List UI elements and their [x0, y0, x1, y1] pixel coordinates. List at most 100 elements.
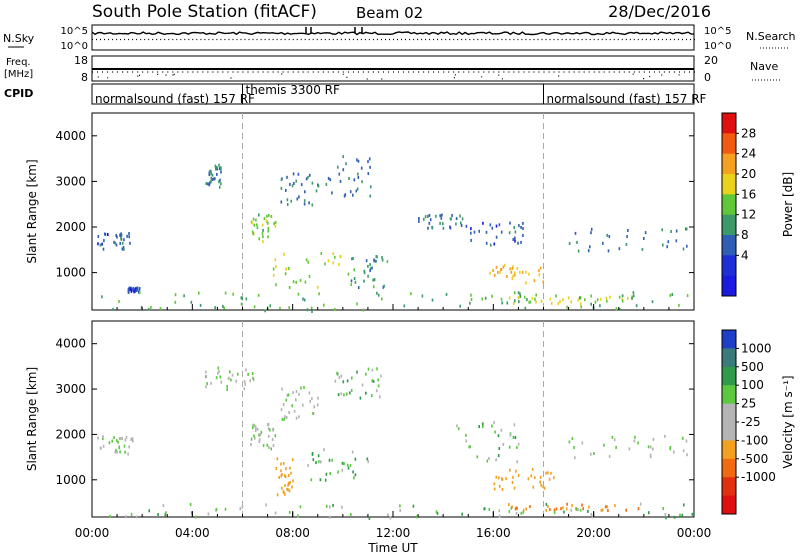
- data-point: [298, 392, 300, 396]
- data-point: [285, 416, 288, 419]
- data-point: [526, 298, 528, 302]
- sky-noise-line: [91, 31, 695, 36]
- data-point: [308, 391, 311, 395]
- data-point: [517, 296, 520, 300]
- data-point: [377, 378, 379, 382]
- data-point: [686, 294, 689, 298]
- data-point: [347, 272, 350, 276]
- data-point: [567, 296, 570, 300]
- data-point: [545, 502, 548, 506]
- data-point: [138, 290, 140, 294]
- data-point: [323, 303, 325, 307]
- data-point: [522, 221, 524, 225]
- data-point: [295, 398, 297, 402]
- data-point: [514, 291, 516, 295]
- data-point: [288, 411, 290, 414]
- data-point: [559, 300, 561, 304]
- data-point: [516, 506, 518, 510]
- data-point: [685, 227, 687, 231]
- data-point: [376, 255, 378, 259]
- data-point: [293, 409, 296, 413]
- data-point: [218, 185, 221, 189]
- data-point: [150, 305, 152, 309]
- data-point: [648, 511, 650, 515]
- data-point: [189, 503, 192, 506]
- data-point: [421, 294, 424, 298]
- data-point: [309, 173, 311, 177]
- data-point: [626, 235, 628, 239]
- data-point: [97, 235, 100, 238]
- data-point: [512, 274, 514, 278]
- noise-right-label: N.Search: [746, 30, 796, 43]
- data-point: [261, 232, 264, 235]
- data-point: [268, 214, 270, 217]
- data-point: [460, 221, 462, 225]
- data-point: [632, 291, 635, 295]
- data-point: [633, 439, 636, 443]
- data-point: [644, 231, 647, 235]
- data-point: [214, 306, 216, 310]
- data-point: [671, 293, 674, 296]
- data-point: [470, 227, 472, 231]
- data-point: [530, 474, 532, 478]
- data-point: [343, 462, 345, 466]
- colorbar-tick-label: -500: [741, 452, 768, 466]
- data-point: [376, 291, 378, 295]
- data-point: [349, 464, 352, 467]
- data-point: [500, 428, 503, 432]
- data-point: [498, 484, 501, 488]
- data-point: [686, 453, 688, 457]
- data-point: [280, 177, 283, 181]
- data-point: [325, 504, 328, 508]
- data-point: [389, 516, 392, 520]
- data-point: [667, 240, 670, 244]
- data-point: [428, 221, 431, 225]
- data-point: [371, 379, 374, 383]
- data-point: [287, 483, 289, 487]
- data-point: [262, 444, 265, 448]
- data-point: [588, 505, 590, 509]
- data-point: [367, 460, 369, 464]
- data-point: [440, 216, 443, 220]
- data-point: [303, 298, 306, 302]
- data-point: [164, 513, 167, 517]
- data-point: [460, 224, 463, 227]
- data-point: [317, 396, 319, 400]
- data-point: [493, 482, 496, 486]
- data-point: [162, 504, 165, 508]
- data-point: [261, 223, 264, 227]
- data-point: [309, 399, 311, 403]
- data-point: [272, 267, 275, 271]
- data-point: [465, 433, 467, 437]
- data-point: [134, 287, 137, 291]
- data-point: [488, 507, 491, 511]
- data-point: [514, 239, 516, 243]
- colorbar-bin: [722, 458, 736, 478]
- data-point: [377, 384, 380, 388]
- data-point: [263, 217, 266, 220]
- data-point: [350, 388, 353, 392]
- data-point: [570, 508, 572, 512]
- data-point: [342, 155, 344, 159]
- data-point: [509, 433, 512, 437]
- data-point: [215, 507, 218, 511]
- data-point: [287, 474, 290, 477]
- data-point: [223, 306, 225, 310]
- data-point: [673, 515, 676, 519]
- data-point: [675, 229, 678, 233]
- colorbar-bin: [722, 440, 736, 460]
- data-point: [215, 376, 218, 380]
- data-point: [435, 214, 437, 218]
- data-point: [522, 508, 525, 512]
- data-point: [577, 298, 580, 302]
- data-point: [325, 472, 328, 476]
- data-point: [275, 283, 277, 287]
- data-point: [243, 380, 246, 383]
- data-point: [252, 426, 254, 430]
- data-point: [218, 167, 221, 171]
- data-point: [220, 170, 222, 174]
- data-point: [528, 272, 530, 276]
- noise-panel-frame: [91, 24, 695, 51]
- y-tick-label: 4000: [55, 129, 86, 143]
- data-point: [662, 507, 664, 511]
